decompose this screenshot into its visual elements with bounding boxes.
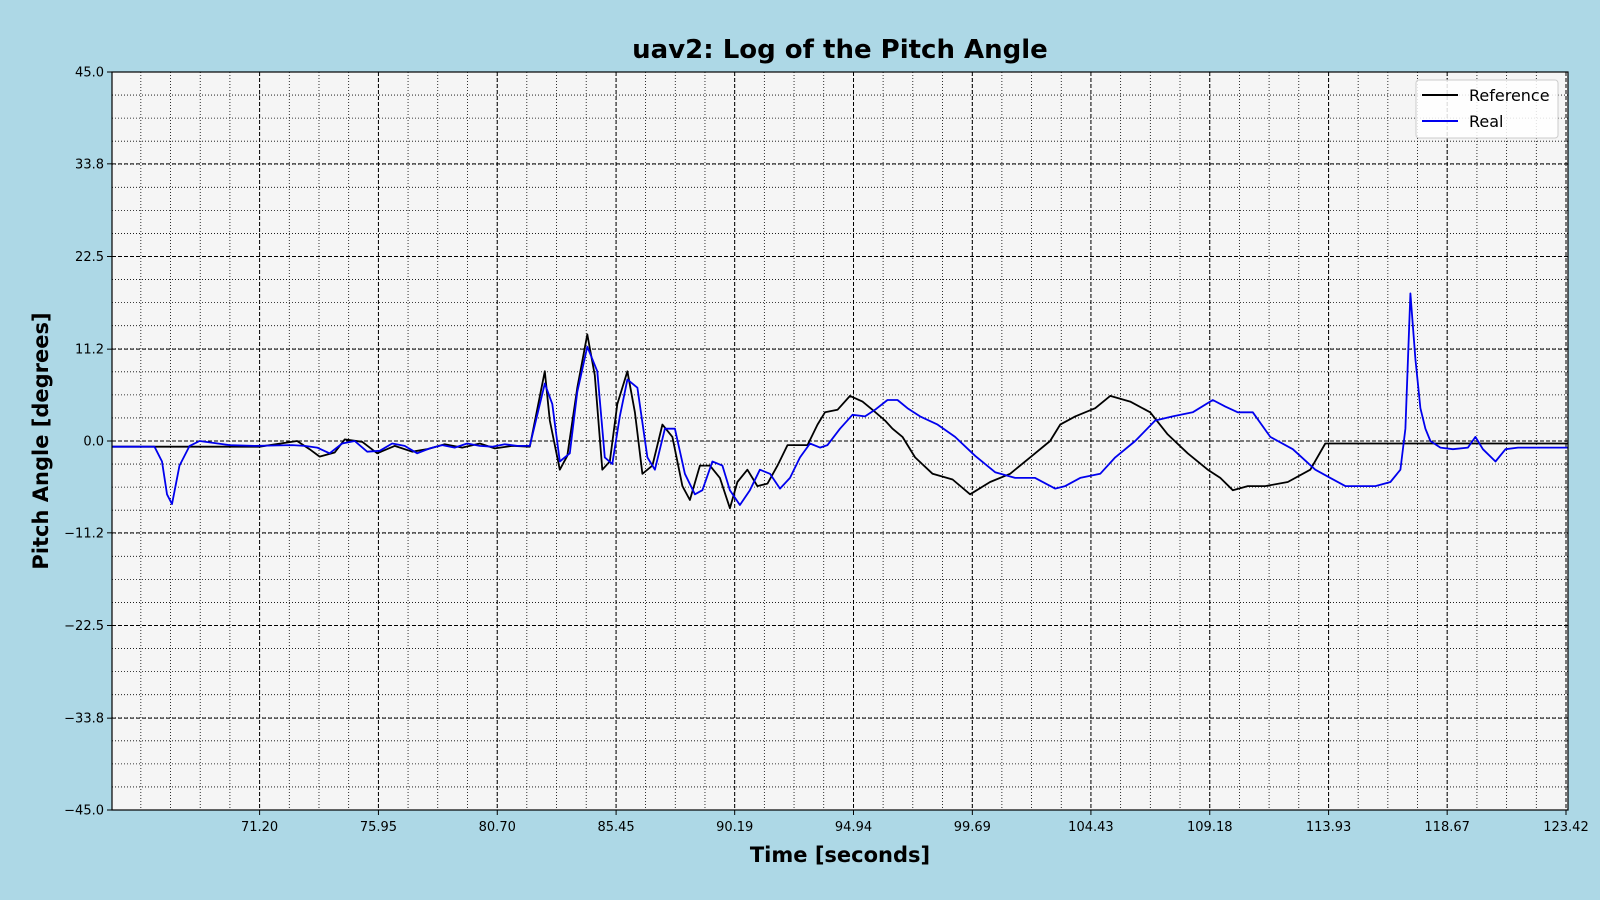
x-axis-label: Time [seconds] xyxy=(750,843,930,867)
y-tick-label: −45.0 xyxy=(64,804,104,819)
x-tick-label: 71.20 xyxy=(241,820,278,835)
x-tick-label: 85.45 xyxy=(597,820,634,835)
series-line-real xyxy=(112,292,1568,506)
x-tick-label: 123.42 xyxy=(1543,820,1589,835)
y-tick-label: −33.8 xyxy=(64,712,104,727)
y-axis-label: Pitch Angle [degrees] xyxy=(29,312,53,569)
y-tick-label: 0.0 xyxy=(83,435,104,450)
x-tick-label: 80.70 xyxy=(479,820,516,835)
x-axis-ticks: 71.20 75.95 80.70 85.45 90.19 94.94 99.69 104.4… xyxy=(241,810,1589,835)
x-tick-label: 94.94 xyxy=(835,820,872,835)
y-tick-label: 33.8 xyxy=(75,157,104,172)
y-tick-label: 22.5 xyxy=(75,250,104,265)
x-tick-label: 104.43 xyxy=(1068,820,1114,835)
x-tick-label: 109.18 xyxy=(1187,820,1233,835)
legend-reference-label: Reference xyxy=(1469,86,1550,105)
legend-real-label: Real xyxy=(1469,112,1504,131)
y-tick-label: 45.0 xyxy=(75,66,104,81)
x-tick-label: 113.93 xyxy=(1306,820,1352,835)
x-tick-label: 90.19 xyxy=(716,820,753,835)
y-tick-label: −11.2 xyxy=(64,526,104,541)
y-tick-label: −22.5 xyxy=(64,619,104,634)
x-tick-label: 99.69 xyxy=(954,820,991,835)
x-tick-label: 75.95 xyxy=(360,820,397,835)
legend: Reference Real xyxy=(1415,79,1559,139)
y-tick-label: 11.2 xyxy=(75,343,104,358)
series-layer xyxy=(112,292,1568,510)
y-axis-ticks: 45.0 33.8 22.5 11.2 0.0 −11.2 −22.5 −33.8 −45.0 xyxy=(64,66,112,819)
series-line-reference xyxy=(112,333,1568,510)
chart-title: uav2: Log of the Pitch Angle xyxy=(632,35,1048,65)
x-tick-label: 118.67 xyxy=(1424,820,1470,835)
